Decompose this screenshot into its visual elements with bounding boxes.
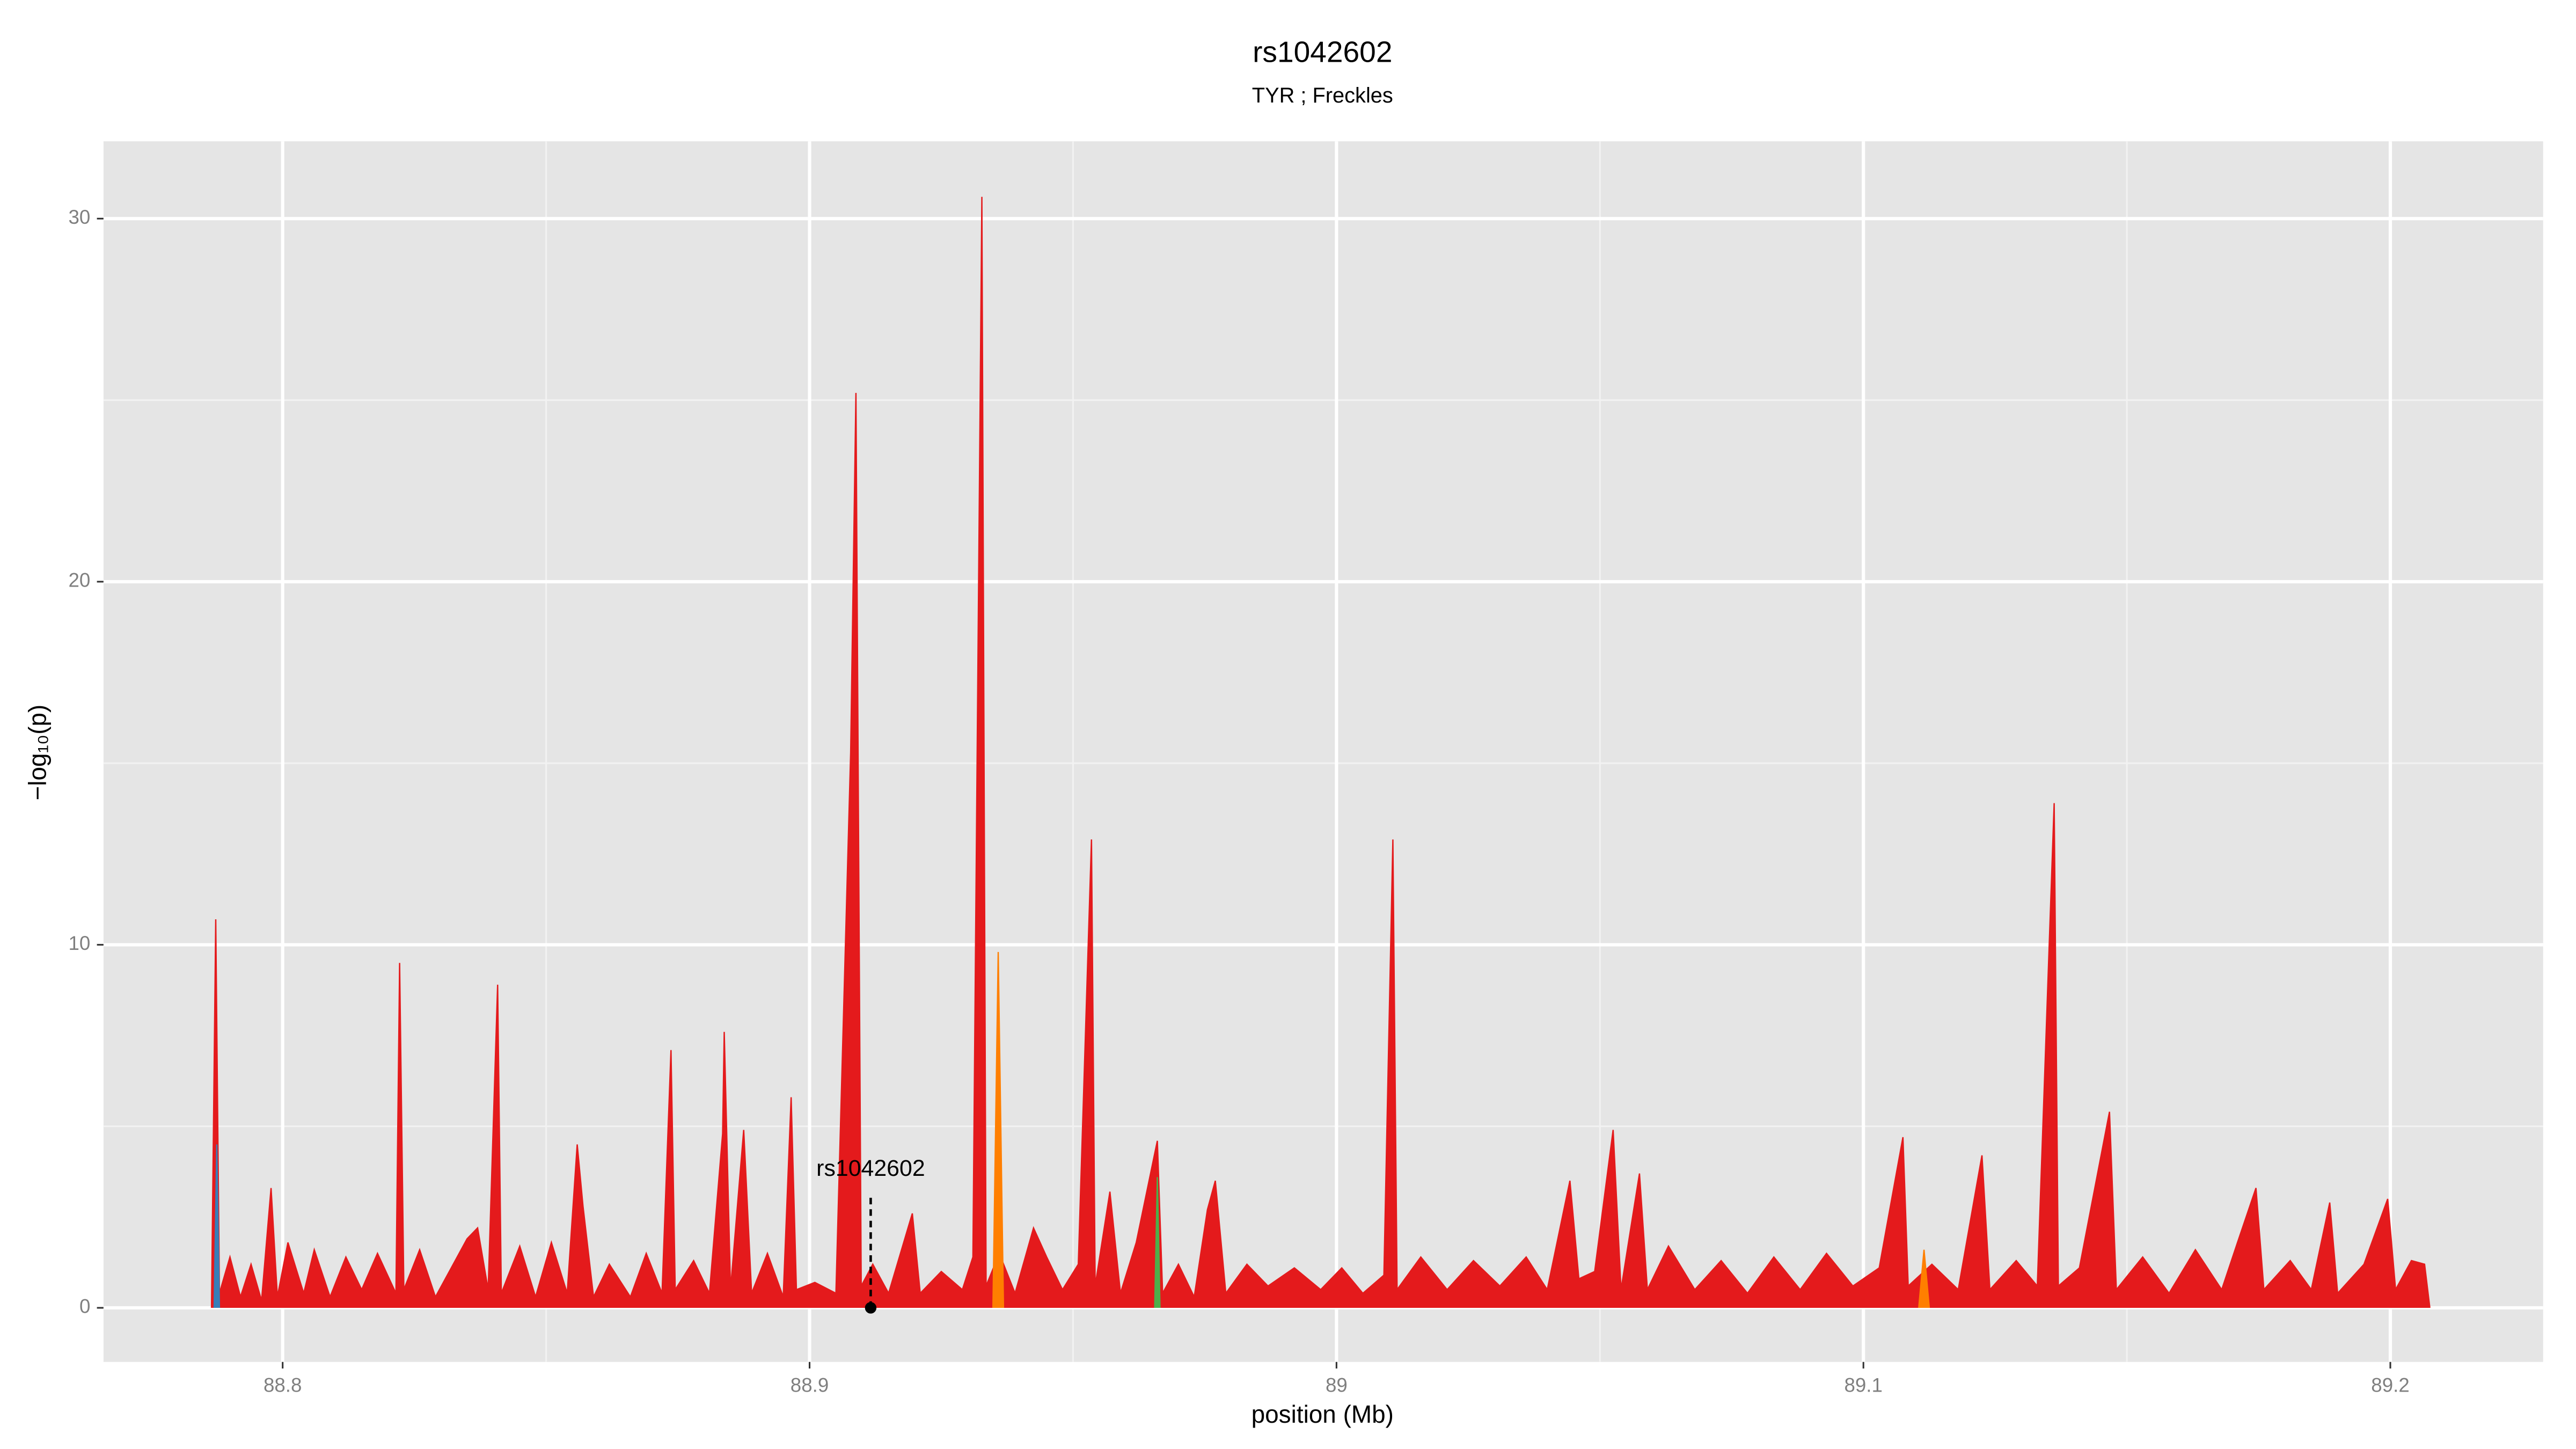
plot-panel [103, 141, 2543, 1362]
x-tick-label: 88.9 [791, 1374, 829, 1396]
chart-subtitle: TYR ; Freckles [1252, 84, 1393, 107]
chart-title: rs1042602 [1253, 35, 1392, 69]
x-tick-label: 89.2 [2371, 1374, 2409, 1396]
y-axis-label: −log₁₀(p) [24, 705, 52, 801]
y-tick-label: 10 [69, 932, 91, 954]
axes: 88.8 88.9 89 89.1 89.2 0 10 20 30 [69, 206, 2410, 1396]
area-fill [1919, 1249, 1929, 1308]
annotation-point [865, 1302, 877, 1314]
area-line [1918, 1249, 1930, 1308]
area-line [210, 196, 2431, 1308]
y-tick-label: 20 [69, 569, 91, 591]
y-tick-label: 0 [79, 1296, 90, 1318]
area-fill [993, 952, 1004, 1308]
y-tick-label: 30 [69, 206, 91, 228]
x-axis-label: position (Mb) [1252, 1400, 1394, 1428]
area-line [992, 952, 1005, 1308]
area-line [1154, 1177, 1161, 1308]
annotation-label: rs1042602 [816, 1155, 925, 1181]
x-tick-label: 89.1 [1844, 1374, 1882, 1396]
x-tick-label: 89 [1326, 1374, 1348, 1396]
x-tick-label: 88.8 [264, 1374, 302, 1396]
area-line [213, 1144, 221, 1308]
marks: rs1042602 [210, 196, 2431, 1314]
